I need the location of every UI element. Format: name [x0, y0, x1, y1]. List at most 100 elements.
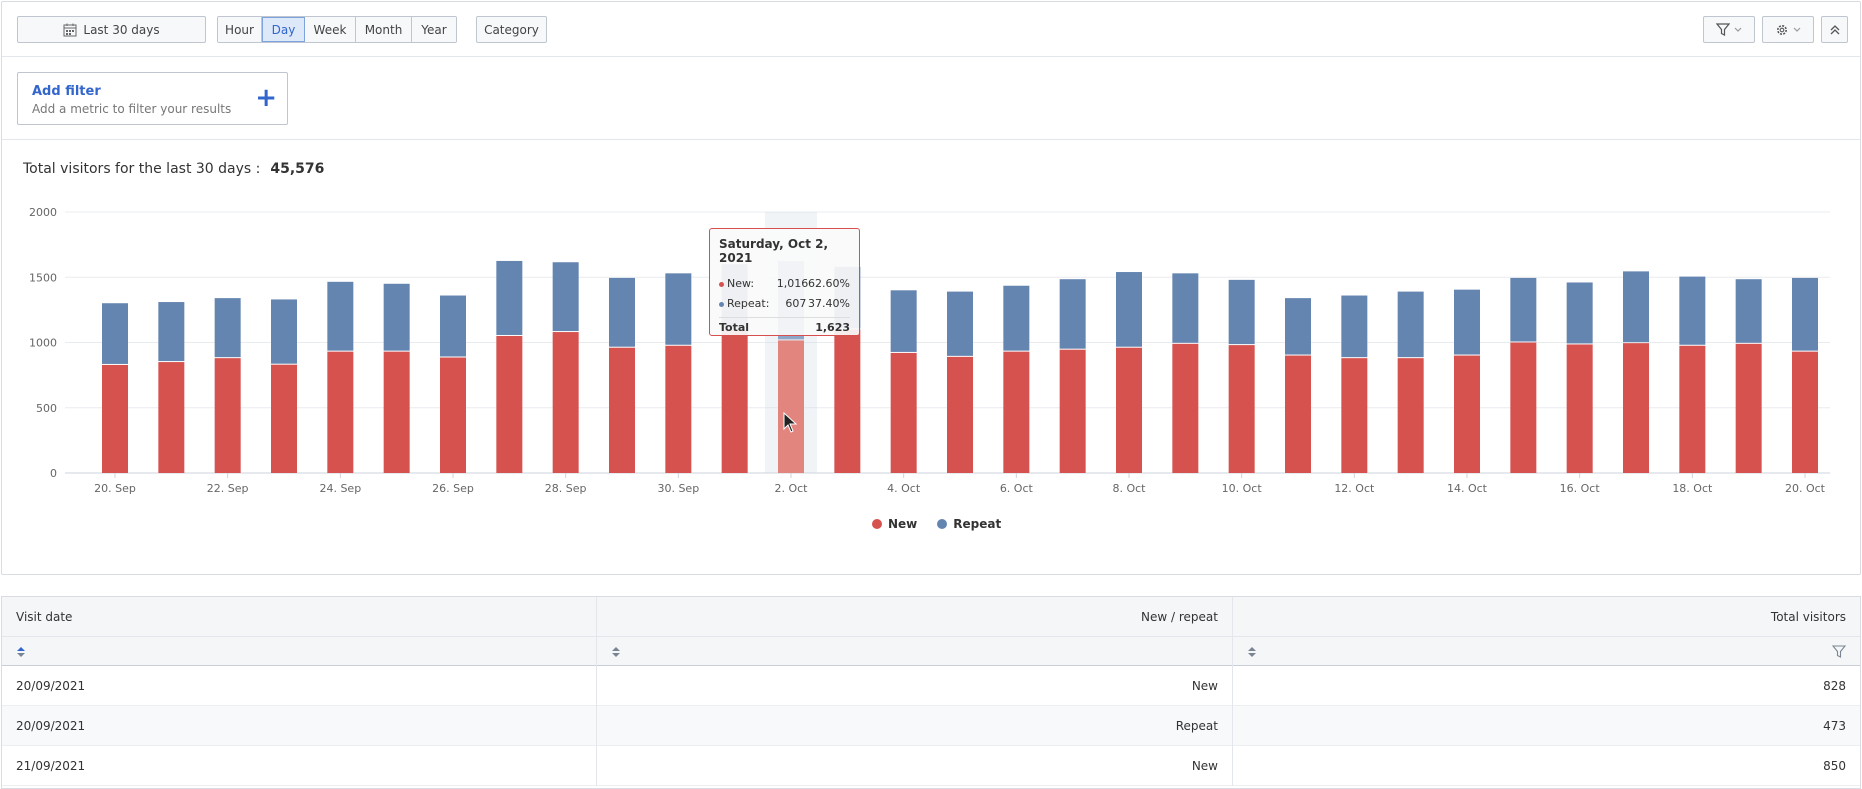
add-filter-hint: Add a metric to filter your results — [32, 102, 232, 116]
table-row[interactable]: 20/09/2021 Repeat 473 — [2, 706, 1860, 746]
column-header-visit-date[interactable]: Visit date — [2, 597, 597, 637]
bar-new[interactable] — [778, 340, 804, 473]
collapse-button[interactable] — [1821, 16, 1848, 43]
bar-repeat[interactable] — [552, 262, 579, 332]
column-header-total-visitors[interactable]: Total visitors — [1770, 610, 1846, 624]
bar-repeat[interactable] — [665, 273, 692, 345]
column-header-new-repeat[interactable]: New / repeat — [597, 597, 1233, 637]
bar-new[interactable] — [102, 364, 128, 473]
bar-repeat[interactable] — [440, 295, 466, 357]
bar-repeat[interactable] — [1172, 273, 1199, 343]
bar-repeat[interactable] — [214, 298, 241, 358]
bar-repeat[interactable] — [496, 260, 523, 335]
legend-swatch-repeat — [937, 519, 948, 529]
bar-repeat[interactable] — [1623, 271, 1649, 343]
bar-repeat[interactable] — [1566, 282, 1593, 344]
bar-repeat[interactable] — [1228, 279, 1255, 345]
bar-new[interactable] — [1566, 344, 1593, 473]
granularity-week[interactable]: Week — [305, 17, 356, 42]
bar-new[interactable] — [890, 352, 917, 473]
bar-repeat[interactable] — [1003, 285, 1030, 351]
bar-new[interactable] — [1172, 343, 1199, 473]
bar-new[interactable] — [552, 332, 579, 473]
x-tick-label: 14. Oct — [1447, 482, 1488, 495]
settings-dropdown-button[interactable] — [1762, 16, 1814, 43]
bar-new[interactable] — [1454, 355, 1480, 473]
bar-new[interactable] — [947, 356, 973, 473]
table-row[interactable]: 20/09/2021 New 828 — [2, 666, 1860, 706]
bar-new[interactable] — [1397, 358, 1424, 473]
bar-repeat[interactable] — [1285, 298, 1311, 355]
chart-legend: New Repeat — [872, 517, 1001, 531]
granularity-day[interactable]: Day — [262, 17, 305, 42]
granularity-year[interactable]: Year — [412, 17, 456, 42]
bar-repeat[interactable] — [1341, 295, 1368, 358]
sort-cell-visit-date — [2, 637, 597, 666]
bar-repeat[interactable] — [1397, 291, 1424, 358]
bar-new[interactable] — [383, 351, 410, 473]
sort-icon[interactable] — [1247, 645, 1257, 659]
bar-repeat[interactable] — [1510, 277, 1537, 342]
legend-item-new[interactable]: New — [872, 517, 917, 531]
bar-new[interactable] — [609, 347, 635, 473]
bar-new[interactable] — [158, 362, 185, 473]
bar-repeat[interactable] — [1059, 279, 1086, 349]
bar-new[interactable] — [271, 364, 297, 473]
cell-visit-date: 20/09/2021 — [2, 666, 597, 706]
x-tick-label: 20. Sep — [94, 482, 136, 495]
y-tick-label: 0 — [50, 467, 57, 480]
category-button[interactable]: Category — [476, 16, 547, 43]
date-range-button[interactable]: Last 30 days — [17, 16, 206, 43]
bar-new[interactable] — [1792, 351, 1818, 473]
y-tick-label: 2000 — [29, 206, 57, 219]
bar-new[interactable] — [1059, 349, 1086, 473]
tooltip-new-pct: 62.60% — [808, 276, 850, 290]
bar-repeat[interactable] — [327, 281, 354, 351]
bar-new[interactable] — [1510, 342, 1537, 474]
bar-repeat[interactable] — [271, 299, 297, 364]
bar-new[interactable] — [1285, 355, 1311, 473]
bar-repeat[interactable] — [947, 291, 973, 356]
granularity-hour[interactable]: Hour — [218, 17, 262, 42]
visitors-bar-chart: 0 500 1000 1500 2000 20. Sep 22. Sep 24. Sep 26.… — [29, 206, 1830, 495]
gear-icon — [1777, 24, 1787, 35]
bar-repeat[interactable] — [102, 303, 128, 364]
cell-visit-date: 21/09/2021 — [2, 746, 597, 786]
bar-new[interactable] — [496, 335, 523, 473]
bar-repeat[interactable] — [1792, 277, 1818, 351]
bar-repeat[interactable] — [1735, 279, 1762, 343]
bar-repeat[interactable] — [1454, 289, 1480, 355]
x-tick-label: 28. Sep — [545, 482, 587, 495]
bar-new[interactable] — [440, 357, 466, 473]
mouse-cursor-icon — [783, 411, 798, 433]
tooltip-total-label: Total — [719, 321, 750, 334]
bar-repeat[interactable] — [158, 302, 185, 362]
bar-repeat[interactable] — [890, 290, 917, 352]
bar-new[interactable] — [1679, 345, 1706, 473]
bar-new[interactable] — [834, 329, 861, 473]
sort-cell-total-visitors — [1233, 637, 1860, 666]
bar-new[interactable] — [1623, 343, 1649, 473]
bar-new[interactable] — [214, 358, 241, 473]
bar-new[interactable] — [1228, 345, 1255, 473]
add-filter-button[interactable]: Add filter Add a metric to filter your r… — [17, 72, 288, 125]
bar-new[interactable] — [327, 351, 354, 473]
granularity-selector: Hour Day Week Month Year — [217, 16, 457, 43]
column-filter-icon[interactable] — [1832, 645, 1846, 658]
bar-new[interactable] — [665, 345, 692, 473]
granularity-month[interactable]: Month — [356, 17, 412, 42]
bar-repeat[interactable] — [609, 277, 635, 347]
sort-icon[interactable] — [611, 645, 621, 659]
sort-icon[interactable] — [16, 645, 26, 659]
bar-repeat[interactable] — [1116, 272, 1142, 347]
table-row[interactable]: 21/09/2021 New 850 — [2, 746, 1860, 786]
bar-repeat[interactable] — [383, 283, 410, 351]
bar-new[interactable] — [1735, 343, 1762, 473]
legend-item-repeat[interactable]: Repeat — [937, 517, 1001, 531]
bar-new[interactable] — [1003, 351, 1030, 473]
bar-new[interactable] — [721, 329, 748, 473]
filter-dropdown-button[interactable] — [1703, 16, 1755, 43]
bar-repeat[interactable] — [1679, 276, 1706, 345]
bar-new[interactable] — [1341, 358, 1368, 473]
bar-new[interactable] — [1116, 347, 1142, 473]
